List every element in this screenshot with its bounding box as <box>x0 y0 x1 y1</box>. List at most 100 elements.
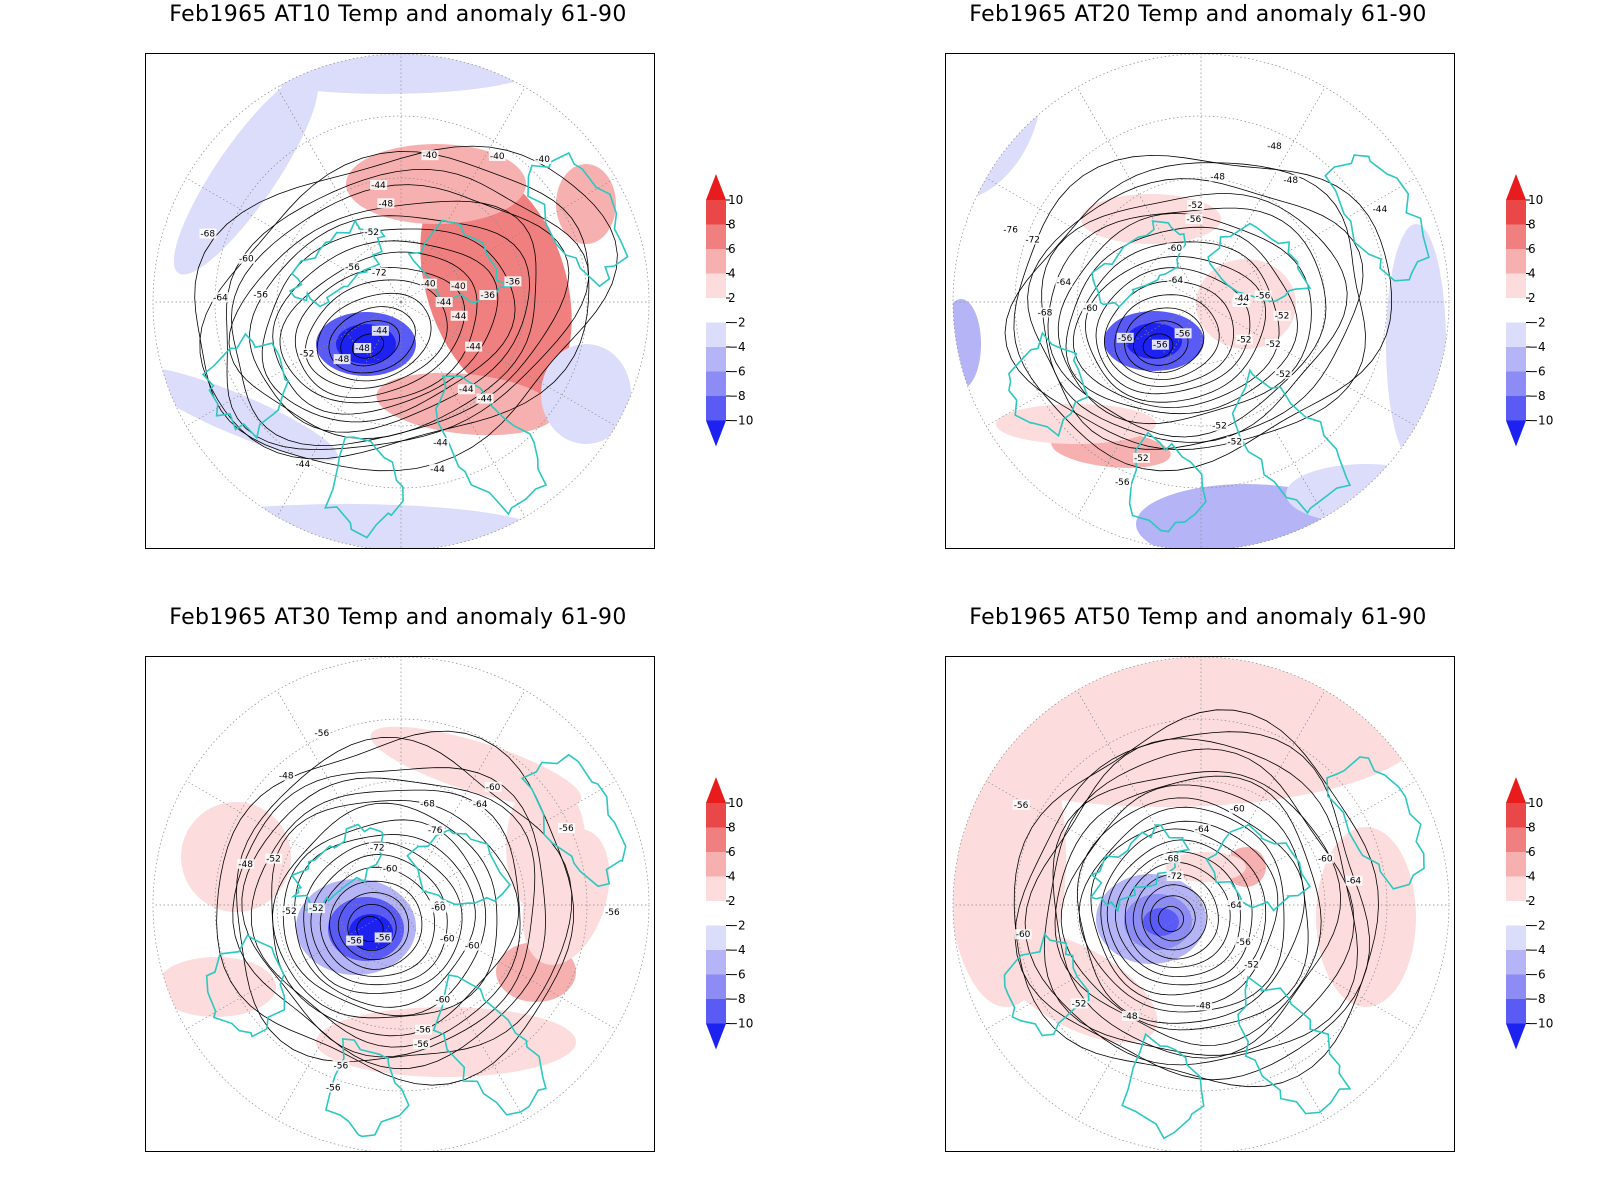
colorbar-bin <box>706 371 726 396</box>
isotherm-contour <box>1084 255 1266 403</box>
contour-label: -60 <box>383 865 398 875</box>
latitude-circle <box>214 718 588 1092</box>
colorbar-tick-label: −6 <box>728 365 746 379</box>
contour-label: -56 <box>1256 292 1271 302</box>
isotherm-contour <box>216 730 574 1086</box>
anomaly-area <box>1166 852 1246 882</box>
contour-label: -72 <box>1168 872 1183 882</box>
colorbar-bin <box>706 298 726 323</box>
anomaly-colorbar: 10 8 6 4 2 −2 −4 −6 −8 −10 <box>706 777 766 1067</box>
anomaly-area <box>153 367 338 461</box>
isotherm-contour <box>1024 738 1358 1066</box>
meridian-line <box>270 301 402 528</box>
panel-title: Feb1965 AT20 Temp and anomaly 61-90 <box>969 2 1427 27</box>
isotherm-contour <box>347 903 397 952</box>
isotherm-contour <box>340 320 400 367</box>
isotherm-contour <box>1132 320 1189 366</box>
anomaly-area <box>522 829 610 965</box>
map-panel-at10: Feb1965 AT10 Temp and anomaly 61-90 -44 -… <box>0 0 780 580</box>
anomaly-colorbar: 10 8 6 4 2 −2 −4 −6 −8 −10 <box>706 174 766 464</box>
contour-label: -60 <box>486 783 501 793</box>
anomaly-area <box>1081 194 1221 244</box>
hemisphere-edge <box>952 54 1450 548</box>
colorbar-tick-label: 10 <box>728 193 743 207</box>
contour-label: -52 <box>1134 454 1149 464</box>
contour-label: -64 <box>1168 276 1183 286</box>
contour-label: -44 <box>430 465 445 475</box>
meridian-line <box>175 774 402 906</box>
coastline <box>527 151 629 288</box>
colorbar-bin <box>1506 974 1526 999</box>
contour-label: -60 <box>1230 805 1245 815</box>
meridian-line <box>270 904 402 1131</box>
isotherm-contour <box>1142 333 1174 359</box>
map-panel-at30: Feb1965 AT30 Temp and anomaly 61-90 -60 -… <box>0 603 780 1183</box>
colorbar-tick-label: −2 <box>728 919 746 933</box>
isotherm-contour <box>279 251 478 404</box>
colorbar-bin <box>706 224 726 249</box>
isotherm-contour <box>261 228 516 423</box>
coastline <box>1205 823 1311 912</box>
meridian-line <box>400 679 532 906</box>
colorbar-bin <box>706 999 726 1024</box>
isotherm-contour <box>328 306 416 374</box>
contour-label: -52 <box>1244 960 1259 970</box>
colorbar-bin <box>706 974 726 999</box>
colorbar-bin <box>706 925 726 950</box>
coastline <box>1091 220 1187 308</box>
colorbar-bin <box>1506 298 1526 323</box>
colorbar-tick-label: −2 <box>1528 316 1546 330</box>
colorbar-tick-label: −6 <box>728 968 746 982</box>
colorbar-tick-label: 6 <box>1528 845 1536 859</box>
coastline <box>1089 824 1191 913</box>
contour-label: -56 <box>1014 801 1029 811</box>
contour-label: -68 <box>1164 854 1179 864</box>
contour-label: -48 <box>355 344 370 354</box>
contour-label: -60 <box>1016 930 1031 940</box>
anomaly-area <box>1286 464 1446 524</box>
polar-map: -44 -44 -44 -44 -44 -44 -44 -44 -44 -48 -48 -52 -56-… <box>145 53 655 549</box>
colorbar-tick-label: 8 <box>1528 821 1536 835</box>
coastline <box>1128 431 1207 533</box>
isotherm-contour <box>272 240 499 415</box>
coastline <box>1003 932 1090 1037</box>
isotherm-contour <box>249 215 530 433</box>
colorbar-tick-label: 6 <box>1528 242 1536 256</box>
colorbar-bin <box>1506 925 1526 950</box>
contour-label: -68 <box>420 799 435 809</box>
colorbar-bin <box>706 901 726 926</box>
contour-label: -48 <box>1267 142 1282 152</box>
contour-label: -68 <box>200 230 215 240</box>
contour-label: -60 <box>435 996 450 1006</box>
contour-label: -56 <box>1153 341 1168 351</box>
contour-label: -64 <box>1346 877 1361 887</box>
anomaly-area <box>953 299 981 389</box>
contour-label: -56 <box>1236 938 1251 948</box>
colorbar-bin <box>706 200 726 225</box>
colorbar-tick-label: 10 <box>1528 796 1543 810</box>
colorbar-tick-label: −8 <box>728 389 746 403</box>
colorbar-bin <box>706 803 726 828</box>
colorbar-max-arrow <box>706 174 726 200</box>
colorbar-min-arrow <box>1506 1023 1526 1050</box>
isotherm-contour <box>1065 226 1298 415</box>
contour-label: -64 <box>213 293 228 303</box>
panel-title: Feb1965 AT10 Temp and anomaly 61-90 <box>169 2 627 27</box>
colorbar-tick-label: −8 <box>1528 389 1546 403</box>
meridian-line <box>400 171 627 303</box>
coastline <box>290 823 385 912</box>
panel-title: Feb1965 AT30 Temp and anomaly 61-90 <box>169 605 627 630</box>
colorbar-tick-label: −6 <box>1528 968 1546 982</box>
colorbar-bin <box>1506 224 1526 249</box>
anomaly-area <box>153 504 546 548</box>
coastline <box>1231 368 1352 515</box>
anomaly-colorbar: 10 8 6 4 2 −2 −4 −6 −8 −10 <box>1506 174 1566 464</box>
meridian-line <box>975 301 1202 433</box>
contour-label: -60 <box>1167 244 1182 254</box>
isotherm-contour <box>294 834 476 1008</box>
meridian-line <box>975 171 1202 303</box>
latitude-circle <box>1014 115 1388 489</box>
colorbar-max-arrow <box>1506 174 1526 200</box>
meridian-line <box>1200 171 1427 303</box>
colorbar-min-arrow <box>706 1023 726 1050</box>
